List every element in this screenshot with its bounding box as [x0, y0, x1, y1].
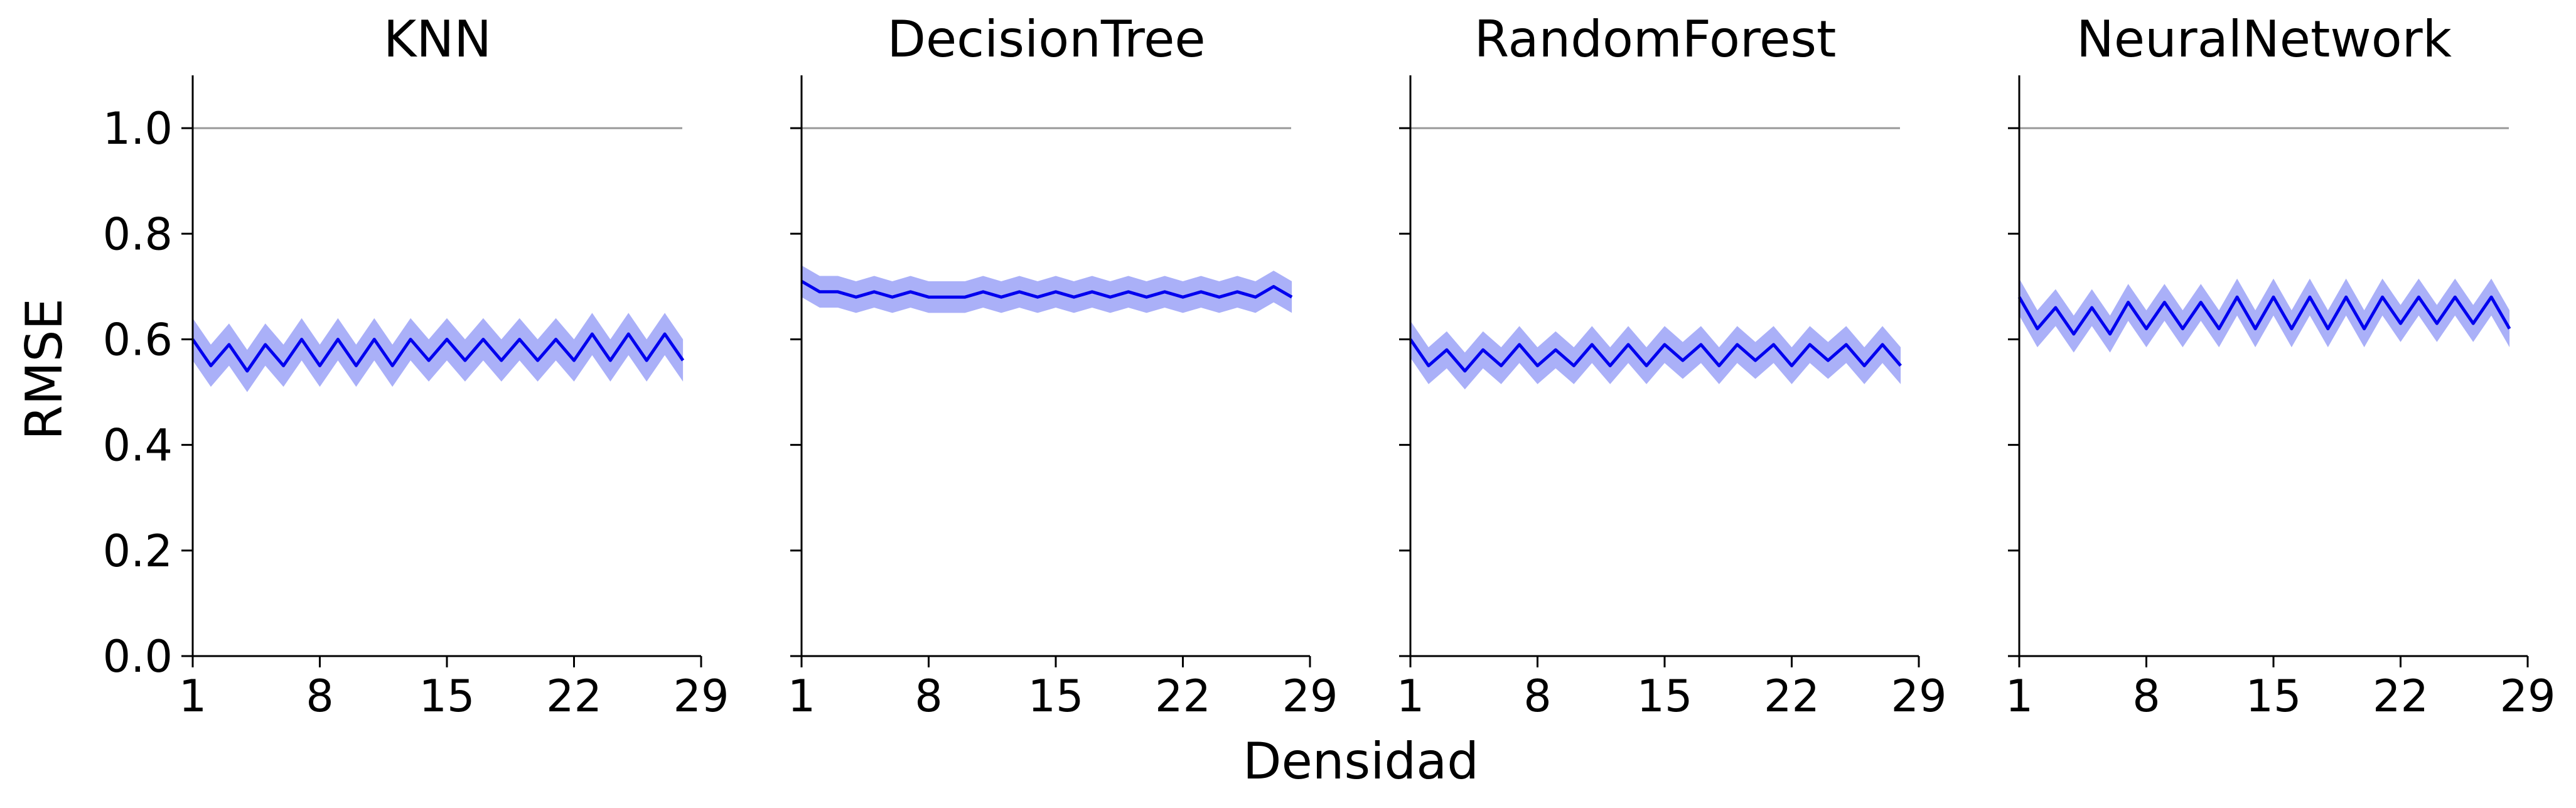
x-tick-label: 15 [1636, 671, 1692, 722]
x-tick-label: 22 [1155, 671, 1211, 722]
panel-neuralnetwork: NeuralNetwork 1 8 15 22 29 [2005, 10, 2556, 722]
x-tick-label: 15 [419, 671, 475, 722]
x-tick-label: 29 [1891, 671, 1946, 722]
panel-title: RandomForest [1474, 10, 1837, 68]
y-tick-label: 1.0 [103, 103, 173, 154]
x-tick-label: 15 [2245, 671, 2301, 722]
panel-randomforest: RandomForest 1 8 15 22 29 [1397, 10, 1947, 722]
x-tick-label: 22 [1764, 671, 1820, 722]
panel-title: NeuralNetwork [2076, 10, 2452, 68]
y-tick-label: 0.2 [103, 525, 173, 577]
x-tick-label: 8 [915, 671, 943, 722]
x-tick-label: 1 [1397, 671, 1425, 722]
y-tick-label: 0.8 [103, 208, 173, 260]
x-tick-label: 8 [306, 671, 334, 722]
x-tick-label: 22 [2373, 671, 2428, 722]
y-tick-label: 0.4 [103, 420, 173, 471]
x-tick-label: 8 [2132, 671, 2160, 722]
y-tick-label: 0.6 [103, 314, 173, 365]
x-tick-label: 1 [179, 671, 207, 722]
series-line [2017, 295, 2511, 336]
confidence-band [802, 265, 1292, 313]
series-line [1409, 338, 1902, 373]
panel-decisiontree: DecisionTree 1 8 15 22 29 [788, 10, 1338, 722]
x-tick-label: 29 [1282, 671, 1338, 722]
confidence-band [193, 313, 684, 392]
x-tick-label: 8 [1523, 671, 1552, 722]
x-tick-label: 29 [2499, 671, 2555, 722]
series-line [191, 332, 685, 373]
y-tick-label: 0.0 [103, 631, 173, 682]
panel-title: KNN [384, 10, 491, 68]
x-axis-label: Densidad [1243, 732, 1479, 790]
y-axis-label: RMSE [15, 298, 73, 440]
panel-knn: KNN 0.0 0.2 0.4 0.6 0.8 1.0 1 8 15 22 29 [103, 10, 729, 722]
x-tick-label: 1 [788, 671, 816, 722]
series-line [800, 279, 1293, 299]
panel-title: DecisionTree [887, 10, 1205, 68]
x-tick-label: 29 [673, 671, 729, 722]
x-tick-label: 22 [546, 671, 602, 722]
x-tick-label: 1 [2005, 671, 2034, 722]
x-tick-label: 15 [1028, 671, 1083, 722]
